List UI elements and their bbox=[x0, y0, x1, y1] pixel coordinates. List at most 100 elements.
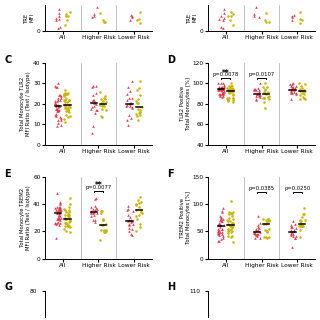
Point bbox=[217, 87, 222, 92]
Point bbox=[66, 91, 71, 96]
Point bbox=[56, 216, 61, 221]
Point bbox=[90, 105, 95, 110]
Point bbox=[218, 25, 223, 30]
Point bbox=[288, 87, 293, 92]
Point bbox=[225, 99, 230, 104]
Y-axis label: TRE
MFI: TRE MFI bbox=[24, 13, 35, 23]
Point bbox=[262, 100, 267, 105]
Point bbox=[260, 85, 266, 90]
Point bbox=[230, 86, 236, 92]
Point bbox=[226, 231, 231, 236]
Point bbox=[56, 213, 61, 218]
Point bbox=[55, 99, 60, 104]
Text: **: ** bbox=[95, 181, 102, 190]
Point bbox=[128, 231, 133, 236]
Point bbox=[64, 99, 69, 104]
Y-axis label: TREM2 Positive
Total Monocytes [%]: TREM2 Positive Total Monocytes [%] bbox=[180, 191, 190, 244]
Point bbox=[219, 94, 224, 100]
Point bbox=[136, 85, 141, 91]
Point bbox=[298, 218, 303, 223]
Point bbox=[62, 94, 67, 99]
Point bbox=[228, 223, 233, 228]
Point bbox=[124, 104, 129, 109]
Point bbox=[138, 112, 143, 117]
Point bbox=[98, 96, 103, 101]
Y-axis label: TRE
MFI: TRE MFI bbox=[187, 13, 198, 23]
Point bbox=[230, 214, 235, 219]
Point bbox=[65, 222, 70, 227]
Point bbox=[219, 219, 224, 224]
Point bbox=[68, 217, 73, 222]
Point bbox=[291, 81, 296, 86]
Point bbox=[68, 229, 73, 234]
Point bbox=[66, 222, 71, 227]
Point bbox=[92, 104, 97, 109]
Point bbox=[92, 218, 97, 223]
Point bbox=[63, 105, 68, 110]
Point bbox=[228, 235, 233, 240]
Text: C: C bbox=[4, 55, 11, 65]
Point bbox=[99, 222, 104, 228]
Point bbox=[287, 82, 292, 87]
Point bbox=[253, 98, 259, 103]
Point bbox=[58, 206, 63, 211]
Point bbox=[292, 13, 297, 18]
Point bbox=[103, 228, 108, 233]
Point bbox=[266, 218, 271, 223]
Point bbox=[228, 85, 233, 90]
Point bbox=[220, 92, 226, 97]
Point bbox=[220, 87, 225, 92]
Point bbox=[263, 221, 268, 226]
Point bbox=[56, 16, 61, 21]
Point bbox=[228, 83, 234, 88]
Point bbox=[229, 86, 234, 92]
Point bbox=[254, 92, 259, 97]
Point bbox=[126, 222, 132, 227]
Point bbox=[128, 100, 133, 105]
Point bbox=[53, 17, 58, 22]
Point bbox=[88, 210, 93, 215]
Point bbox=[93, 110, 98, 116]
Point bbox=[65, 213, 70, 218]
Point bbox=[231, 217, 236, 222]
Point bbox=[256, 90, 261, 95]
Point bbox=[262, 221, 267, 227]
Point bbox=[289, 232, 294, 237]
Point bbox=[229, 224, 234, 229]
Point bbox=[101, 101, 106, 107]
Point bbox=[263, 92, 268, 97]
Point bbox=[219, 85, 224, 90]
Point bbox=[58, 216, 63, 221]
Point bbox=[216, 222, 221, 228]
Point bbox=[99, 228, 104, 233]
Point bbox=[55, 121, 60, 126]
Point bbox=[58, 200, 63, 205]
Point bbox=[219, 81, 224, 86]
Point bbox=[220, 81, 226, 86]
Point bbox=[300, 212, 305, 217]
Point bbox=[222, 222, 227, 228]
Point bbox=[66, 207, 71, 212]
Point bbox=[264, 11, 269, 16]
Point bbox=[226, 97, 231, 102]
Point bbox=[56, 216, 61, 221]
Point bbox=[57, 208, 62, 213]
Point bbox=[101, 20, 106, 25]
Point bbox=[225, 97, 230, 102]
Point bbox=[261, 96, 266, 101]
Point bbox=[266, 20, 271, 25]
Point bbox=[94, 84, 99, 89]
Point bbox=[288, 224, 293, 229]
Point bbox=[217, 221, 222, 227]
Point bbox=[265, 217, 270, 222]
Point bbox=[63, 92, 68, 97]
Point bbox=[293, 236, 298, 241]
Point bbox=[297, 81, 302, 86]
Point bbox=[257, 220, 262, 225]
Point bbox=[56, 104, 61, 109]
Point bbox=[134, 18, 139, 23]
Point bbox=[57, 206, 62, 212]
Point bbox=[55, 96, 60, 101]
Point bbox=[228, 227, 233, 232]
Point bbox=[215, 230, 220, 236]
